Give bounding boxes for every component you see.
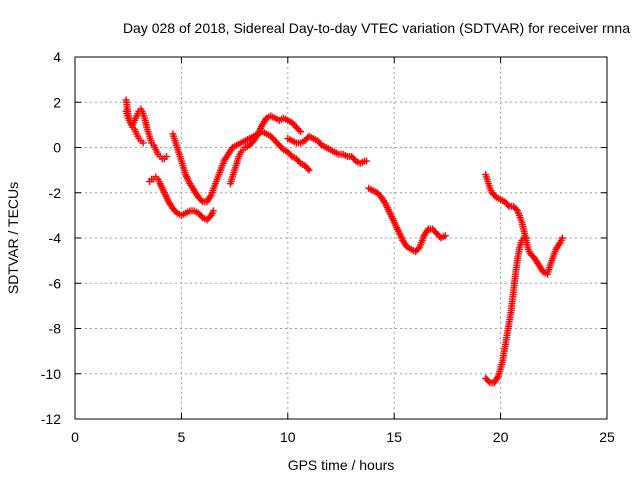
y-tick-label: -8 (49, 321, 62, 337)
y-tick-label: 0 (53, 140, 61, 156)
y-tick-label: -10 (41, 366, 61, 382)
data-point (491, 192, 499, 200)
data-point (485, 377, 493, 385)
chart-title: Day 028 of 2018, Sidereal Day-to-day VTE… (123, 20, 630, 36)
data-point (206, 213, 214, 221)
data-point (297, 128, 305, 136)
data-point (522, 234, 530, 242)
data-point (197, 212, 205, 220)
y-tick-label: -4 (49, 230, 62, 246)
y-tick-label: 2 (53, 94, 61, 110)
data-point (316, 140, 324, 148)
data-point (139, 139, 147, 147)
data-point (558, 234, 566, 242)
data-point (209, 207, 217, 215)
y-tick-label: 4 (53, 49, 61, 65)
x-tick-label: 10 (280, 429, 296, 445)
data-point (441, 232, 449, 240)
data-point (504, 201, 512, 209)
plot-frame (74, 56, 608, 420)
data-point (363, 157, 371, 165)
data-points (122, 96, 566, 387)
data-point (295, 126, 303, 134)
data-point (278, 144, 286, 152)
y-axis-label: SDTVAR / TECUs (5, 182, 21, 294)
x-tick-label: 0 (71, 429, 79, 445)
data-point (304, 165, 312, 173)
data-point (172, 208, 180, 216)
data-point (350, 156, 358, 164)
x-tick-label: 15 (386, 429, 402, 445)
data-point (295, 158, 303, 166)
x-tick-label: 25 (599, 429, 615, 445)
y-tick-label: -6 (49, 275, 62, 291)
data-point (305, 166, 313, 174)
x-tick-label: 20 (493, 429, 509, 445)
y-tick-label: -12 (41, 411, 61, 427)
x-tick-label: 5 (178, 429, 186, 445)
data-point (414, 245, 422, 253)
data-point (287, 151, 295, 159)
y-tick-label: -2 (49, 185, 62, 201)
data-point (512, 205, 520, 213)
data-point (163, 153, 171, 161)
data-point (197, 196, 205, 204)
x-axis-label: GPS time / hours (288, 457, 395, 473)
